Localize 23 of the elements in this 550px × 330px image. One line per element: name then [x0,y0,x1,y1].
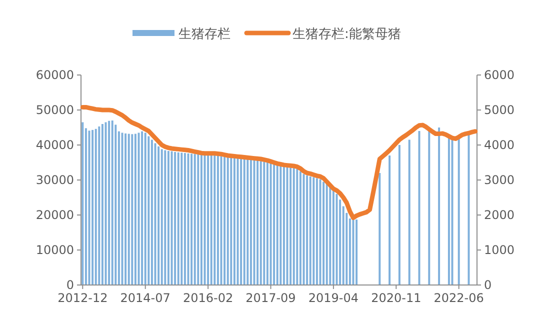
y-tick-label: 40000 [36,138,74,152]
y-tick-label: 50000 [36,103,74,117]
x-tick-label: 2017-09 [246,291,296,305]
y2-tick-label: 1000 [484,243,515,257]
y2-tick-label: 6000 [484,68,515,82]
y2-tick-label: 4000 [484,138,515,152]
y-tick-label: 0 [66,278,74,292]
y-tick-label: 20000 [36,208,74,222]
x-tick-label: 2012-12 [58,291,108,305]
x-tick-label: 2022-06 [434,291,484,305]
y2-tick-label: 2000 [484,208,515,222]
x-tick-label: 2016-02 [182,291,234,305]
y2-tick-label: 5000 [484,103,515,117]
y-tick-label: 30000 [36,173,74,187]
legend-label: 生猪存栏:能繁母猪 [292,27,401,42]
y-tick-label: 10000 [36,243,74,257]
x-tick-label: 2019-04 [308,291,359,305]
y2-tick-label: 3000 [484,173,515,187]
y-tick-label: 60000 [36,68,74,82]
y2-tick-label: 0 [484,278,492,292]
x-tick-label: 2014-07 [120,291,170,305]
x-tick-label: 2020-11 [371,291,422,305]
legend-label: 生猪存栏 [178,27,230,42]
